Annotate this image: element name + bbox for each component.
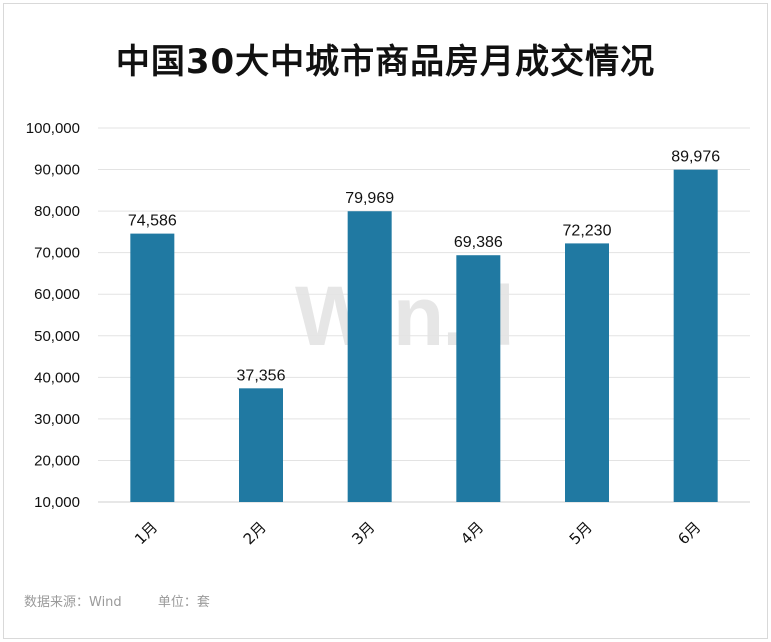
data-label: 79,969 <box>345 190 394 207</box>
x-tick-label: 5月 <box>566 518 596 548</box>
y-tick-label: 20,000 <box>34 452 80 469</box>
x-tick-label: 4月 <box>457 518 487 548</box>
data-label: 89,976 <box>671 149 720 166</box>
y-tick-label: 60,000 <box>34 286 80 303</box>
bar <box>239 388 283 502</box>
x-tick-label: 2月 <box>240 518 270 548</box>
x-tick-label: 3月 <box>348 518 378 548</box>
bar <box>130 233 175 502</box>
unit-note: 单位：套 <box>157 595 210 610</box>
chart-title: 中国30大中城市商品房月成交情况 <box>115 42 656 82</box>
y-tick-label: 100,000 <box>26 120 80 137</box>
bar <box>565 243 609 502</box>
bar <box>673 169 718 503</box>
data-label: 69,386 <box>454 234 503 251</box>
y-tick-label: 80,000 <box>34 203 80 220</box>
y-tick-label: 30,000 <box>34 411 80 428</box>
data-label: 72,230 <box>563 222 612 239</box>
bar <box>347 211 392 502</box>
data-label: 74,586 <box>128 213 177 230</box>
footer: 数据来源：Wind 单位：套 <box>24 591 242 610</box>
y-tick-label: 90,000 <box>34 162 80 179</box>
source-note: 数据来源：Wind <box>24 595 122 610</box>
x-tick-label: 6月 <box>674 518 704 548</box>
data-label: 37,356 <box>237 367 286 384</box>
x-tick-label: 1月 <box>131 518 161 548</box>
y-tick-label: 70,000 <box>34 245 80 262</box>
y-tick-label: 10,000 <box>34 494 80 511</box>
y-tick-label: 50,000 <box>34 328 80 345</box>
bar <box>456 255 501 502</box>
y-tick-label: 40,000 <box>34 369 80 386</box>
